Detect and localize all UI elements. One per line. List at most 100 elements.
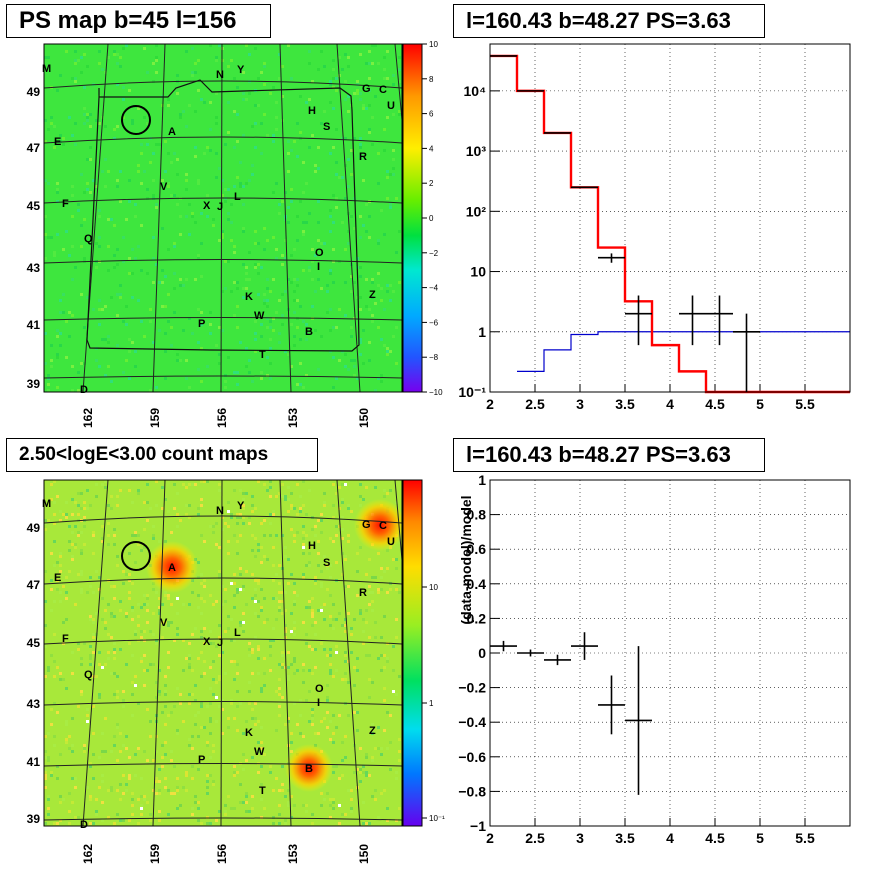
map-bottom-pixel xyxy=(308,561,311,564)
map-top-pixel xyxy=(371,314,374,317)
map-bottom-pixel xyxy=(281,789,284,792)
map-bottom-pixel xyxy=(143,798,146,801)
map-bottom-pixel xyxy=(197,735,200,738)
map-bottom-pixel xyxy=(230,516,233,519)
map-bottom-pixel xyxy=(71,777,74,780)
map-top-pixel xyxy=(239,182,242,185)
map-bottom-pixel xyxy=(242,522,245,525)
spectrum-title: l=160.43 b=48.27 PS=3.63 xyxy=(453,4,765,38)
map-top-pixel xyxy=(113,254,116,257)
map-bottom-pixel xyxy=(290,663,293,666)
src-label-M: M xyxy=(42,63,51,75)
map-top-pixel xyxy=(257,77,260,80)
map-top-pixel xyxy=(365,305,368,308)
map-bottom-pixel xyxy=(320,513,323,516)
map-top-pixel xyxy=(290,200,293,203)
map-bottom-title: 2.50<logE<3.00 count maps xyxy=(6,438,318,472)
map-bottom-pixel xyxy=(227,510,230,513)
map-bottom-pixel xyxy=(164,753,167,756)
map-bottom-pixel xyxy=(302,663,305,666)
map-top-pixel xyxy=(290,254,293,257)
map-top-pixel xyxy=(272,236,275,239)
residual-ytick: 1 xyxy=(478,472,486,488)
map-bottom-colorbar-tick: 10⁻¹ xyxy=(429,814,445,823)
map-bottom-pixel xyxy=(65,741,68,744)
map-bottom-pixel xyxy=(230,807,233,810)
map-bottom-pixel xyxy=(131,606,134,609)
map-bottom-pixel xyxy=(365,822,368,825)
map-top-pixel xyxy=(155,263,158,266)
map-bottom-pixel xyxy=(275,534,278,537)
map-bottom-pixel xyxy=(368,822,371,825)
map-bottom-pixel xyxy=(389,588,392,591)
map-top-pixel xyxy=(368,236,371,239)
map-bottom-pixel xyxy=(272,639,275,642)
map-top-pixel xyxy=(119,170,122,173)
map-bottom-pixel xyxy=(362,498,365,501)
map-bottom-pixel xyxy=(284,630,287,633)
map-top-pixel xyxy=(236,287,239,290)
map-bottom-pixel xyxy=(290,732,293,735)
src-label-U: U xyxy=(387,100,395,112)
map-top-pixel xyxy=(311,134,314,137)
map-top-pixel xyxy=(356,296,359,299)
map-top-pixel xyxy=(203,101,206,104)
map-top-pixel xyxy=(386,50,389,53)
map-bottom-pixel xyxy=(257,480,260,483)
map-bottom-pixel xyxy=(221,585,224,588)
map-bottom-pixel xyxy=(92,705,95,708)
map-top-pixel xyxy=(107,341,110,344)
map-bottom-pixel xyxy=(101,540,104,543)
map-top-pixel xyxy=(215,59,218,62)
map-bottom-pixel xyxy=(155,780,158,783)
spectrum-xtick: 5.5 xyxy=(795,396,815,412)
map-top-pixel xyxy=(125,218,128,221)
map-bottom-pixel xyxy=(386,807,389,810)
map-bottom-pixel xyxy=(338,822,341,825)
map-bottom-pixel xyxy=(224,672,227,675)
map-bottom-pixel xyxy=(323,492,326,495)
map-bottom-pixel xyxy=(353,618,356,621)
map-bottom-pixel xyxy=(194,627,197,630)
map-top-pixel xyxy=(287,221,290,224)
map-top-pixel xyxy=(131,296,134,299)
map-bottom-pixel xyxy=(377,726,380,729)
map-bottom-pixel xyxy=(152,588,155,591)
map-bottom-pixel xyxy=(239,489,242,492)
map-bottom-pixel xyxy=(344,624,347,627)
map-top-pixel xyxy=(260,152,263,155)
map-bottom-pixel xyxy=(287,789,290,792)
map-top-frame xyxy=(43,43,403,393)
map-bottom-pixel xyxy=(359,495,362,498)
map-bottom-pixel xyxy=(203,660,206,663)
map-bottom-pixel xyxy=(53,633,56,636)
map-bottom-pixel xyxy=(191,669,194,672)
map-bottom-pixel xyxy=(341,624,344,627)
map-bottom-pixel xyxy=(134,531,137,534)
map-bottom-pixel xyxy=(392,669,395,672)
map-bottom-pixel xyxy=(215,819,218,822)
map-bottom-pixel xyxy=(323,618,326,621)
map-bottom-pixel xyxy=(128,777,131,780)
map-top-pixel xyxy=(71,215,74,218)
map-bottom-pixel xyxy=(188,657,191,660)
map-top-pixel xyxy=(260,71,263,74)
map-top-pixel xyxy=(65,320,68,323)
map-top-pixel xyxy=(191,71,194,74)
map-top-roi-outline xyxy=(86,79,360,352)
map-bottom-pixel xyxy=(254,579,257,582)
map-top-pixel xyxy=(212,218,215,221)
map-top-pixel xyxy=(125,323,128,326)
map-bottom-pixel xyxy=(173,705,176,708)
map-bottom-pixel xyxy=(56,822,59,825)
map-bottom-pixel xyxy=(80,552,83,555)
map-bottom-pixel xyxy=(167,813,170,816)
map-bottom-pixel xyxy=(164,675,167,678)
map-bottom-pixel xyxy=(125,789,128,792)
map-top-colorbar xyxy=(402,43,423,393)
map-bottom-pixel xyxy=(140,807,143,810)
map-top-pixel xyxy=(233,281,236,284)
map-bottom-pixel xyxy=(251,597,254,600)
map-bottom-pixel xyxy=(281,534,284,537)
map-top-pixel xyxy=(353,374,356,377)
